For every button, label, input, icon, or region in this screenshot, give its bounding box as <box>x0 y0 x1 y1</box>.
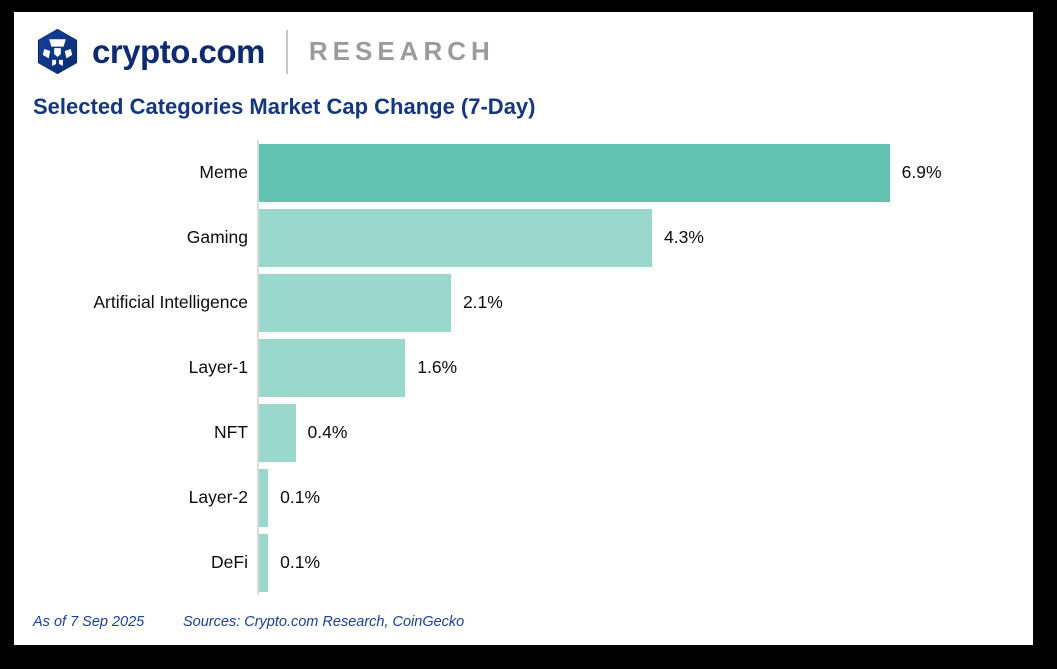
footer-as-of: As of 7 Sep 2025 <box>33 614 145 630</box>
bars-column: 6.9% 4.3% 2.1% 1.6% 0.4% 0.1% 0.1% <box>257 140 1023 595</box>
bar-row: 4.3% <box>259 205 1023 270</box>
chart-title: Selected Categories Market Cap Change (7… <box>33 94 536 119</box>
category-label: Layer-1 <box>188 357 248 377</box>
bar-value-label: 1.6% <box>417 357 458 377</box>
category-label: NFT <box>213 422 248 442</box>
bar <box>259 403 296 462</box>
brand-wordmark: crypto.com <box>92 32 265 70</box>
bar <box>259 143 890 202</box>
bar-row: 6.9% <box>259 140 1023 205</box>
bar-row: 2.1% <box>259 270 1023 335</box>
category-label: DeFi <box>211 552 248 572</box>
bar-value-label: 2.1% <box>462 292 503 312</box>
category-label: Gaming <box>186 227 248 247</box>
chart-card: crypto.com RESEARCH Selected Categories … <box>14 12 1033 645</box>
bar-row: 1.6% <box>259 335 1023 400</box>
category-label: Meme <box>199 162 248 182</box>
category-label: Layer-2 <box>188 487 248 507</box>
crypto-com-logo-icon <box>37 28 78 75</box>
bar-value-label: 4.3% <box>664 227 704 247</box>
bar-chart: Meme Gaming Artificial Intelligence Layer-1… <box>33 140 1023 595</box>
bar <box>259 208 653 267</box>
bar-value-label: 0.1% <box>280 487 321 507</box>
brand-divider <box>285 29 288 74</box>
brand-header: crypto.com RESEARCH <box>34 28 495 75</box>
research-label: RESEARCH <box>308 36 495 66</box>
bar-row: 0.4% <box>259 400 1023 465</box>
bar-row: 0.1% <box>259 465 1023 530</box>
bar-value-label: 0.1% <box>280 552 321 572</box>
category-labels-column: Meme Gaming Artificial Intelligence Layer-1… <box>33 140 257 595</box>
bar-row: 0.1% <box>259 530 1023 595</box>
bar <box>259 533 269 592</box>
bar <box>259 468 269 527</box>
bar <box>259 273 451 332</box>
bar <box>259 338 406 397</box>
bar-value-label: 0.4% <box>307 422 348 442</box>
category-label: Artificial Intelligence <box>93 292 248 312</box>
bar-value-label: 6.9% <box>901 162 942 182</box>
footer-sources: Sources: Crypto.com Research, CoinGecko <box>183 614 465 630</box>
